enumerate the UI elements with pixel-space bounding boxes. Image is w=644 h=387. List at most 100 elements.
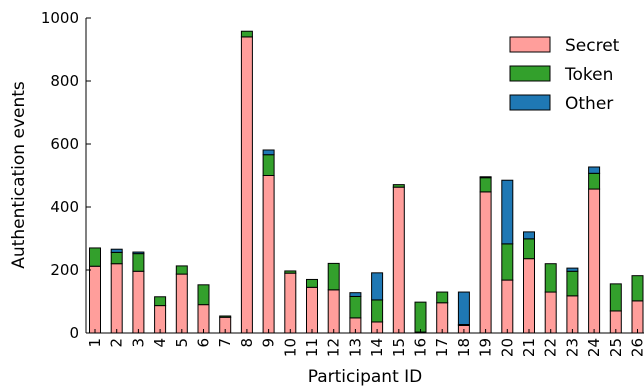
- bar-token-16: [414, 301, 427, 333]
- x-tick-label-14: 14: [368, 338, 386, 357]
- bar-token-6: [197, 284, 210, 306]
- x-tick-label-21: 21: [520, 338, 538, 357]
- bar-token-2: [110, 251, 123, 265]
- x-tick-label-23: 23: [563, 338, 581, 357]
- x-axis-title: Participant ID: [308, 367, 423, 387]
- x-tick-label-9: 9: [260, 338, 278, 348]
- legend-swatch-other: [509, 94, 551, 111]
- x-tick-label-10: 10: [281, 338, 299, 357]
- bar-secret-9: [262, 175, 275, 334]
- bar-secret-11: [306, 286, 318, 334]
- x-tick-label-13: 13: [346, 338, 364, 357]
- x-ticks: 1 2 3 4 5 6 7 8 9 10 11 12 13 14 15 16 17 18 19 20 21 22 23 24 2…: [86, 329, 644, 357]
- axes-layer: [85, 18, 644, 334]
- y-tick-label: 600: [50, 135, 79, 153]
- bar-secret-15: [392, 186, 405, 334]
- bar-token-5: [175, 265, 188, 275]
- x-tick-label-5: 5: [173, 338, 191, 348]
- x-tick-label-17: 17: [433, 338, 451, 357]
- bar-token-4: [154, 296, 167, 307]
- legend-label-other: Other: [565, 94, 613, 114]
- bar-secret-2: [110, 263, 123, 334]
- bar-token-11: [306, 278, 318, 288]
- bar-token-12: [327, 262, 340, 291]
- bar-other-18: [457, 291, 470, 325]
- bar-token-23: [566, 270, 579, 297]
- x-tick-label-12: 12: [325, 338, 343, 357]
- bar-secret-5: [175, 273, 188, 334]
- x-tick-label-25: 25: [607, 338, 625, 357]
- legend-label-secret: Secret: [565, 36, 620, 56]
- bar-other-21: [523, 231, 535, 240]
- x-tick-label-18: 18: [455, 338, 473, 357]
- bar-secret-17: [436, 302, 449, 334]
- legend: Secret Token Other: [509, 36, 620, 114]
- x-tick-label-24: 24: [585, 338, 603, 357]
- bar-secret-1: [89, 265, 101, 334]
- bar-other-24: [588, 166, 601, 174]
- bar-token-1: [89, 247, 101, 267]
- x-tick-label-26: 26: [629, 338, 644, 357]
- bar-other-2: [110, 248, 123, 253]
- x-tick-label-15: 15: [390, 338, 408, 357]
- bar-secret-6: [197, 304, 210, 334]
- y-tick-label: 1000: [41, 9, 79, 27]
- x-tick-label-1: 1: [86, 338, 104, 348]
- x-tick-label-7: 7: [216, 338, 234, 348]
- bar-token-20: [501, 243, 514, 281]
- bar-other-13: [349, 292, 362, 297]
- y-tick-label: 200: [50, 261, 79, 279]
- bar-other-23: [566, 267, 579, 272]
- bar-secret-4: [154, 305, 167, 334]
- x-tick-label-6: 6: [195, 338, 213, 348]
- legend-label-token: Token: [564, 65, 613, 85]
- y-axis-title: Authentication events: [9, 81, 29, 269]
- bar-secret-21: [523, 258, 535, 334]
- x-tick-label-8: 8: [238, 338, 256, 348]
- x-tick-label-22: 22: [542, 338, 560, 357]
- bar-token-22: [544, 263, 557, 293]
- bar-other-20: [501, 179, 514, 245]
- bar-token-19: [479, 177, 492, 193]
- bar-token-14: [371, 299, 384, 323]
- bar-secret-8: [240, 36, 253, 334]
- bar-other-19: [479, 176, 492, 179]
- bar-secret-26: [631, 300, 644, 334]
- bar-token-25: [609, 283, 622, 312]
- x-tick-label-4: 4: [151, 338, 169, 348]
- bar-secret-10: [284, 272, 297, 334]
- bar-token-9: [262, 154, 275, 177]
- bar-token-10: [284, 270, 297, 274]
- bar-other-14: [371, 272, 384, 301]
- legend-swatch-secret: [509, 36, 551, 53]
- bar-other-9: [262, 149, 275, 156]
- legend-swatch-token: [509, 65, 551, 82]
- bar-token-3: [132, 253, 145, 272]
- y-tick-label: 0: [69, 324, 79, 342]
- x-tick-label-11: 11: [303, 338, 321, 357]
- bars-layer: [89, 30, 644, 334]
- bar-token-26: [631, 275, 644, 302]
- bar-other-3: [132, 251, 145, 255]
- bar-token-13: [349, 295, 362, 319]
- x-tick-label-2: 2: [108, 338, 126, 348]
- x-tick-label-3: 3: [129, 338, 147, 348]
- y-tick-label: 400: [50, 198, 79, 216]
- bar-token-21: [523, 238, 535, 260]
- bar-token-7: [219, 315, 232, 318]
- bar-token-8: [240, 30, 253, 38]
- bar-token-17: [436, 291, 449, 304]
- bar-secret-24: [588, 188, 601, 334]
- bar-secret-23: [566, 295, 579, 334]
- y-ticks: 0 200 400 600 800 1000: [41, 9, 91, 342]
- x-tick-label-16: 16: [412, 338, 430, 357]
- bar-token-24: [588, 172, 601, 190]
- bar-secret-19: [479, 191, 492, 334]
- bar-token-15: [392, 184, 405, 188]
- bar-secret-20: [501, 279, 514, 334]
- x-tick-label-20: 20: [498, 338, 516, 357]
- y-tick-label: 800: [50, 72, 79, 90]
- x-tick-label-19: 19: [477, 338, 495, 357]
- bar-secret-3: [132, 270, 145, 334]
